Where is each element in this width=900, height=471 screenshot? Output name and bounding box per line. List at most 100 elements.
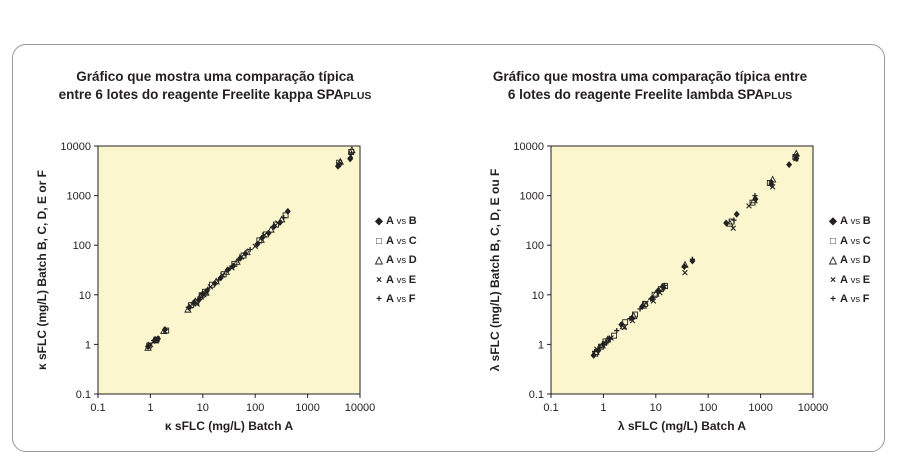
point-kappa-a-vs-d — [222, 267, 230, 275]
point-kappa-a-vs-f — [337, 161, 343, 167]
point-lambda-a-vs-d — [630, 312, 638, 320]
x-tick-label-lambda: 10 — [650, 402, 662, 414]
point-lambda-a-vs-d — [726, 219, 734, 227]
chart-title-kappa-line2-main: entre 6 lotes do reagente Freelite kappa… — [58, 87, 344, 102]
legend-marker-plus-icon: + — [376, 294, 382, 305]
x-tick-label-lambda: 1 — [600, 402, 606, 414]
x-tick-label-kappa: 100 — [246, 402, 264, 414]
legend-entry: ◆ A vs B — [372, 212, 417, 232]
point-lambda-a-vs-d — [658, 283, 666, 291]
legend-entry: △ A vs D — [372, 251, 417, 271]
point-kappa-a-vs-f — [235, 257, 242, 263]
y-axis-label-lambda: λ sFLC (mg/L) Batch B, C, D, E ou F — [488, 169, 502, 372]
point-lambda-a-vs-e — [746, 203, 752, 209]
point-kappa-a-vs-f — [270, 224, 276, 230]
y-tick-label-kappa: 100 — [73, 240, 91, 252]
point-lambda-a-vs-e — [621, 324, 628, 331]
chart-title-lambda: Gráfico que mostra uma comparação típica… — [470, 68, 830, 105]
chart-title-kappa: Gráfico que mostra uma comparação típica… — [40, 68, 390, 105]
point-lambda-a-vs-f — [603, 339, 610, 345]
chart-title-lambda-line2: 6 lotes do reagente Freelite lambda SPAP… — [470, 86, 830, 105]
legend-entry: □ A vs C — [826, 232, 871, 252]
point-kappa-a-vs-e — [219, 272, 226, 278]
legend-label: A vs B — [840, 215, 871, 227]
chart-title-kappa-line2: entre 6 lotes do reagente Freelite kappa… — [40, 86, 390, 105]
x-tick-label-kappa: 10000 — [345, 402, 376, 414]
x-tick-label-lambda: 0.1 — [543, 402, 558, 414]
chart-title-lambda-line1: Gráfico que mostra uma comparação típica… — [492, 69, 808, 84]
legend-entry: + A vs F — [826, 290, 871, 310]
y-tick-label-kappa: 10 — [79, 290, 91, 302]
legend-label: A vs B — [386, 215, 417, 227]
point-lambda-a-vs-e — [793, 156, 799, 162]
point-kappa-a-vs-d — [202, 288, 210, 296]
point-kappa-a-vs-f — [348, 150, 355, 156]
legend-entry: + A vs F — [372, 290, 417, 310]
y-axis-label-kappa: κ sFLC (mg/L) Batch B, C, D, E or F — [35, 170, 49, 370]
legend-label: A vs D — [386, 254, 417, 266]
point-kappa-a-vs-e — [252, 243, 258, 250]
x-tick-label-lambda: 10000 — [798, 402, 829, 414]
legend-label: A vs F — [386, 293, 416, 305]
legend-label: A vs D — [840, 254, 871, 266]
x-tick-label-kappa: 10 — [197, 402, 209, 414]
legend-marker-plus-icon: + — [830, 294, 836, 305]
point-kappa-a-vs-d — [144, 343, 152, 351]
y-tick-label-lambda: 10 — [532, 290, 544, 302]
point-kappa-a-vs-f — [145, 342, 152, 349]
point-kappa-a-vs-f — [150, 337, 157, 344]
y-tick-label-lambda: 1000 — [520, 191, 544, 203]
point-kappa-a-vs-d — [184, 305, 192, 313]
point-lambda-a-vs-c — [631, 311, 638, 318]
point-lambda-a-vs-c — [622, 319, 629, 326]
point-kappa-a-vs-f — [197, 294, 203, 300]
point-lambda-a-vs-f — [768, 179, 774, 185]
x-axis-label-lambda: λ sFLC (mg/L) Batch A — [618, 419, 747, 433]
point-lambda-a-vs-d — [652, 289, 660, 297]
point-kappa-a-vs-e — [238, 254, 245, 260]
y-tick-label-lambda: 0.1 — [529, 389, 544, 401]
point-lambda-a-vs-f — [614, 327, 620, 334]
x-tick-label-lambda: 100 — [699, 402, 717, 414]
point-lambda-a-vs-f — [689, 256, 696, 262]
point-kappa-a-vs-c — [209, 281, 215, 288]
legend-marker-x-icon: × — [376, 274, 382, 286]
point-lambda-a-vs-e — [769, 184, 776, 190]
point-lambda-a-vs-f — [627, 316, 633, 322]
point-lambda-a-vs-d — [639, 301, 648, 309]
chart-title-kappa-line2-suffix: PLUS — [343, 90, 372, 102]
point-lambda-a-vs-b — [733, 210, 740, 218]
legend-marker-diamond-icon: ◆ — [375, 216, 383, 227]
point-kappa-a-vs-c — [256, 237, 263, 244]
y-tick-label-kappa: 1000 — [67, 191, 91, 203]
y-tick-label-kappa: 0.1 — [76, 389, 91, 401]
y-tick-label-lambda: 1 — [538, 339, 544, 351]
point-lambda-a-vs-f — [661, 282, 667, 288]
point-kappa-a-vs-f — [260, 234, 266, 240]
chart-title-lambda-line2-suffix: PLUS — [764, 90, 793, 102]
y-tick-label-kappa: 1 — [85, 339, 91, 351]
x-tick-label-kappa: 1 — [147, 402, 153, 414]
legend-marker-triangle-open-icon: △ — [375, 255, 383, 266]
legend-entry: × A vs E — [826, 271, 871, 291]
x-tick-label-kappa: 1000 — [295, 402, 319, 414]
point-lambda-a-vs-f — [637, 306, 643, 312]
point-kappa-a-vs-c — [240, 252, 247, 259]
legend-entry: △ A vs D — [826, 251, 871, 271]
point-lambda-a-vs-e — [643, 300, 649, 306]
point-kappa-a-vs-d — [212, 277, 220, 285]
point-kappa-a-vs-e — [207, 284, 214, 290]
x-tick-label-kappa: 0.1 — [90, 402, 105, 414]
legend-entry: × A vs E — [372, 271, 417, 291]
chart-title-lambda-line2-main: 6 lotes do reagente Freelite lambda SPA — [507, 87, 765, 102]
legend-marker-x-icon: × — [830, 274, 836, 286]
y-tick-label-lambda: 100 — [526, 240, 544, 252]
point-kappa-a-vs-f — [185, 304, 191, 310]
legend-label: A vs F — [840, 293, 870, 305]
point-lambda-a-vs-e — [730, 225, 736, 232]
legend-label: A vs E — [386, 273, 417, 286]
point-kappa-a-vs-f — [205, 286, 211, 292]
point-lambda-a-vs-c — [766, 179, 773, 186]
point-kappa-a-vs-d — [243, 248, 251, 256]
